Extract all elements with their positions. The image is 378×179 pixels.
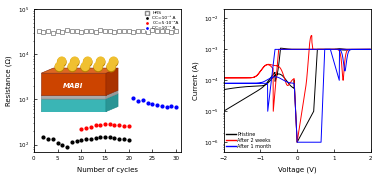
Line: After 2 weeks: After 2 weeks: [223, 35, 371, 142]
Line: Pristine: Pristine: [223, 48, 371, 142]
After 2 weeks: [221, 77, 226, 79]
After 1 month: [267, 99, 271, 101]
After 2 weeks: [309, 34, 314, 37]
Pristine: [328, 48, 333, 50]
Legend: HRS, CC=10⁻³ A, CC=5·10⁻⁴A, CC=10⁻⁴ A: HRS, CC=10⁻³ A, CC=5·10⁻⁴A, CC=10⁻⁴ A: [143, 11, 179, 30]
Pristine: [308, 117, 313, 119]
After 1 month: [221, 82, 226, 84]
After 1 month: [295, 141, 299, 143]
Pristine: [267, 79, 271, 81]
After 1 month: [223, 82, 227, 84]
Pristine: [295, 141, 299, 143]
After 1 month: [221, 82, 226, 84]
After 1 month: [276, 48, 280, 50]
Pristine: [221, 89, 226, 91]
After 2 weeks: [276, 55, 280, 57]
After 2 weeks: [368, 48, 373, 50]
After 2 weeks: [328, 48, 333, 50]
X-axis label: Voltage (V): Voltage (V): [278, 167, 316, 173]
Pristine: [368, 48, 372, 50]
After 1 month: [308, 141, 313, 143]
After 1 month: [368, 48, 373, 50]
After 2 weeks: [267, 64, 271, 66]
Line: After 1 month: After 1 month: [223, 49, 371, 142]
After 2 weeks: [221, 77, 226, 79]
After 2 weeks: [308, 38, 313, 40]
Y-axis label: Resistance (Ω): Resistance (Ω): [6, 55, 12, 106]
Pristine: [276, 68, 280, 70]
After 1 month: [322, 48, 327, 50]
After 2 weeks: [295, 141, 299, 143]
Y-axis label: Current (A): Current (A): [192, 61, 198, 100]
After 2 weeks: [223, 77, 227, 79]
Pristine: [278, 47, 283, 49]
Pristine: [221, 110, 226, 112]
Pristine: [223, 109, 227, 111]
After 1 month: [328, 48, 333, 50]
Legend: Pristine, After 2 weeks, After 1 month: Pristine, After 2 weeks, After 1 month: [226, 132, 271, 149]
X-axis label: Number of cycles: Number of cycles: [77, 167, 138, 173]
